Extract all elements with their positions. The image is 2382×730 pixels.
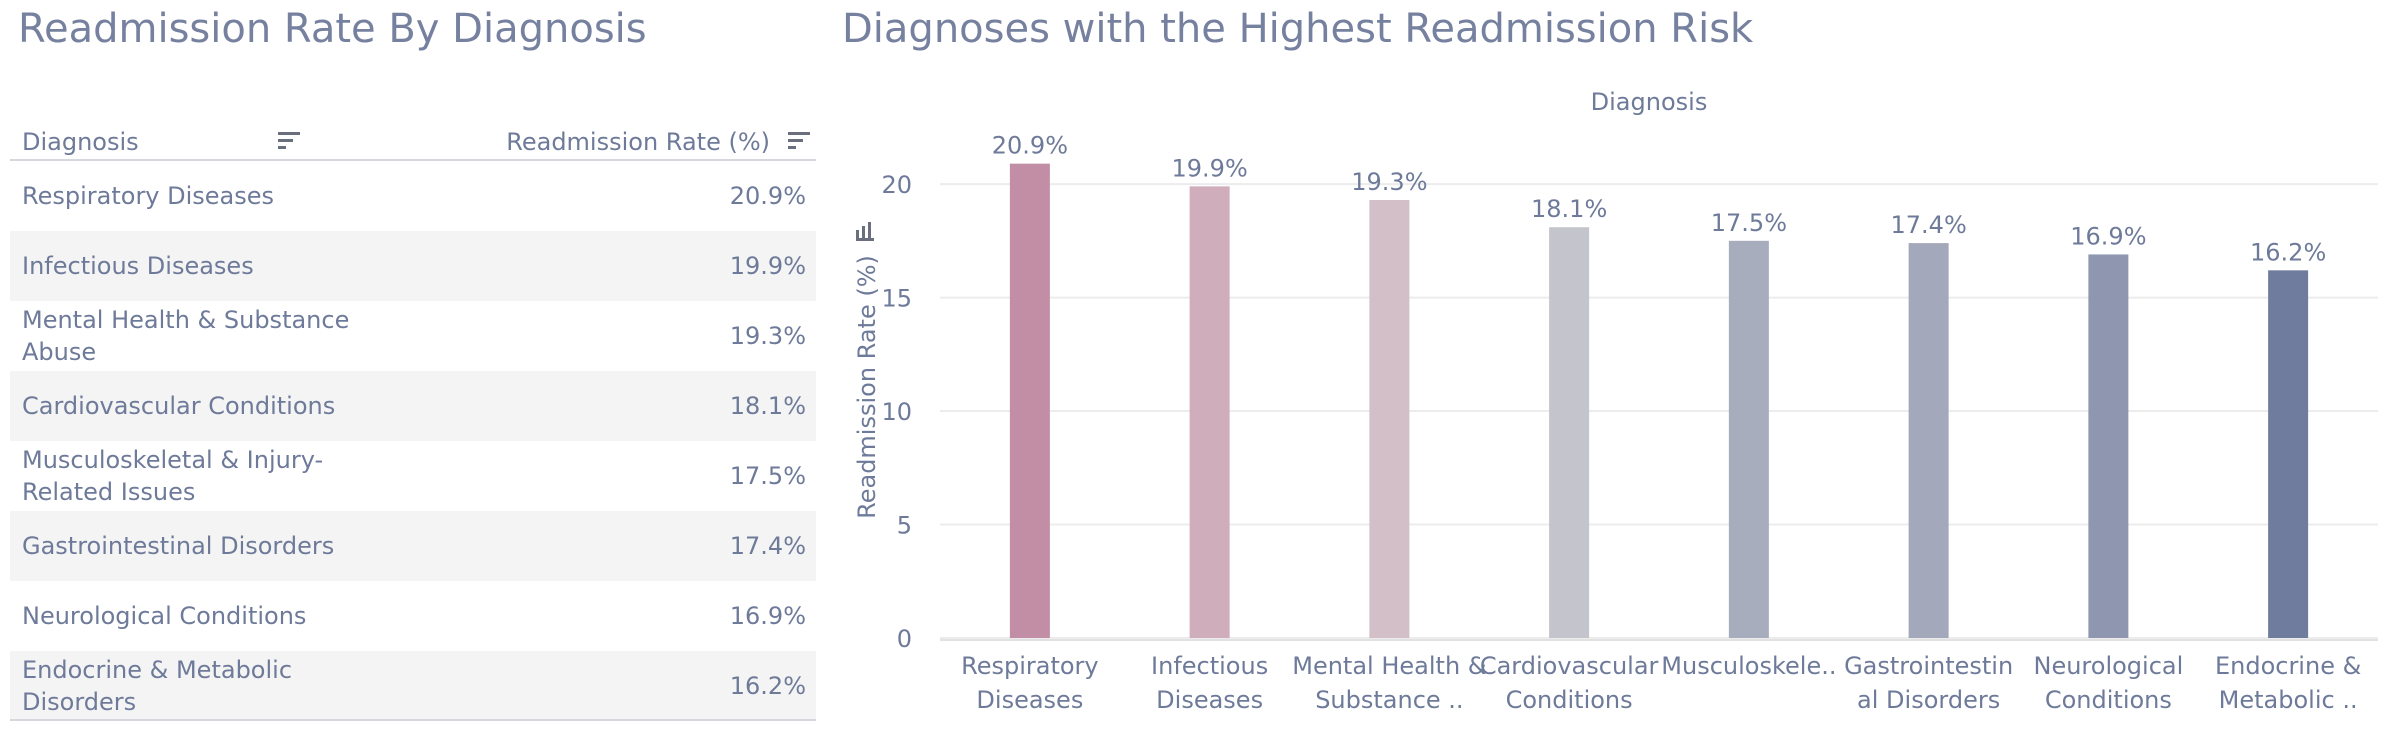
rate-cell: 20.9% (729, 182, 806, 210)
rate-cell: 19.9% (729, 252, 806, 280)
diagnosis-cell: Neurological Conditions (22, 602, 307, 630)
bar-chart: 0 5 10 15 20 Diagnosis Readmission Rate (%) 20.… (842, 80, 2382, 730)
table-row: Cardiovascular Conditions 18.1% (10, 371, 816, 441)
sort-rate-icon[interactable] (788, 130, 810, 152)
table-row: Neurological Conditions 16.9% (10, 581, 816, 651)
x-tick-label: Neurological Conditions (2033, 652, 2183, 714)
rate-cell: 16.2% (729, 672, 806, 700)
diagnosis-cell: Endocrine & Metabolic Disorders (22, 656, 293, 716)
data-label: 16.2% (2250, 238, 2326, 266)
x-tick-label: Musculoskele.. (1661, 652, 1836, 680)
y-axis-title: Readmission Rate (%) (853, 255, 881, 519)
y-tick-label: 15 (881, 285, 912, 313)
rate-cell: 19.3% (729, 322, 806, 350)
rate-cell: 16.9% (729, 602, 806, 630)
diagnosis-cell: Gastrointestinal Disorders (22, 532, 335, 560)
table-row: Musculoskeletal & Injury-Related Issues 1… (10, 441, 816, 511)
bar-chart-svg: 0 5 10 15 20 Diagnosis Readmission Rate (%) 20.… (853, 88, 2378, 714)
bar (2088, 254, 2129, 638)
bar (1728, 240, 1769, 638)
data-label: 19.3% (1351, 168, 1427, 196)
bar (1369, 199, 1410, 638)
x-tick-label: Mental Health & Substance .. (1292, 652, 1486, 714)
table-row: Mental Health & Substance Abuse 19.3% (10, 301, 816, 371)
data-label: 19.9% (1172, 154, 1248, 182)
rate-cell: 18.1% (729, 392, 806, 420)
y-tick-label: 20 (881, 171, 912, 199)
x-tick-label: Endocrine & Metabolic .. (2215, 652, 2361, 714)
readmission-table: Diagnosis Readmission Rate (%) Respirato… (10, 118, 816, 721)
chart-title: Diagnoses with the Highest Readmission R… (842, 6, 1754, 52)
x-tick-label: Infectious Diseases (1151, 652, 1268, 714)
diagnosis-cell: Cardiovascular Conditions (22, 392, 336, 420)
table-header: Diagnosis Readmission Rate (%) (10, 118, 816, 161)
bar (1189, 186, 1230, 639)
x-tick-label: Gastrointestin al Disorders (1844, 652, 2013, 714)
data-label: 20.9% (992, 132, 1068, 160)
diagnosis-cell: Musculoskeletal & Injury-Related Issues (22, 446, 324, 506)
diagnosis-cell: Mental Health & Substance Abuse (22, 306, 350, 366)
bar (1908, 243, 1949, 639)
data-label: 16.9% (2070, 222, 2146, 250)
data-label: 17.5% (1711, 209, 1787, 237)
rate-cell: 17.5% (729, 462, 806, 490)
x-axis-title: Diagnosis (1591, 88, 1708, 116)
x-tick-label: Respiratory Diseases (961, 652, 1099, 714)
table-row: Respiratory Diseases 20.9% (10, 161, 816, 231)
y-tick-label: 5 (897, 512, 912, 540)
bar (1009, 163, 1050, 638)
bar (1549, 227, 1590, 639)
y-tick-label: 10 (881, 398, 912, 426)
diagnosis-column-header[interactable]: Diagnosis (22, 128, 139, 156)
table-row: Gastrointestinal Disorders 17.4% (10, 511, 816, 581)
table-row: Infectious Diseases 19.9% (10, 231, 816, 301)
y-tick-label: 0 (897, 625, 912, 653)
data-label: 17.4% (1891, 211, 1967, 239)
table-row: Endocrine & Metabolic Disorders 16.2% (10, 651, 816, 721)
bar (2268, 270, 2309, 638)
table-title: Readmission Rate By Diagnosis (18, 6, 647, 52)
sort-diagnosis-icon[interactable] (278, 130, 300, 152)
diagnosis-cell: Infectious Diseases (22, 252, 254, 280)
x-tick-label: Cardiovascular Conditions (1480, 652, 1659, 714)
rate-cell: 17.4% (729, 532, 806, 560)
sort-axis-icon[interactable] (856, 222, 874, 241)
table-body: Respiratory Diseases 20.9% Infectious Dis… (10, 161, 816, 721)
data-label: 18.1% (1531, 195, 1607, 223)
rate-column-header[interactable]: Readmission Rate (%) (506, 128, 770, 156)
diagnosis-cell: Respiratory Diseases (22, 182, 275, 210)
